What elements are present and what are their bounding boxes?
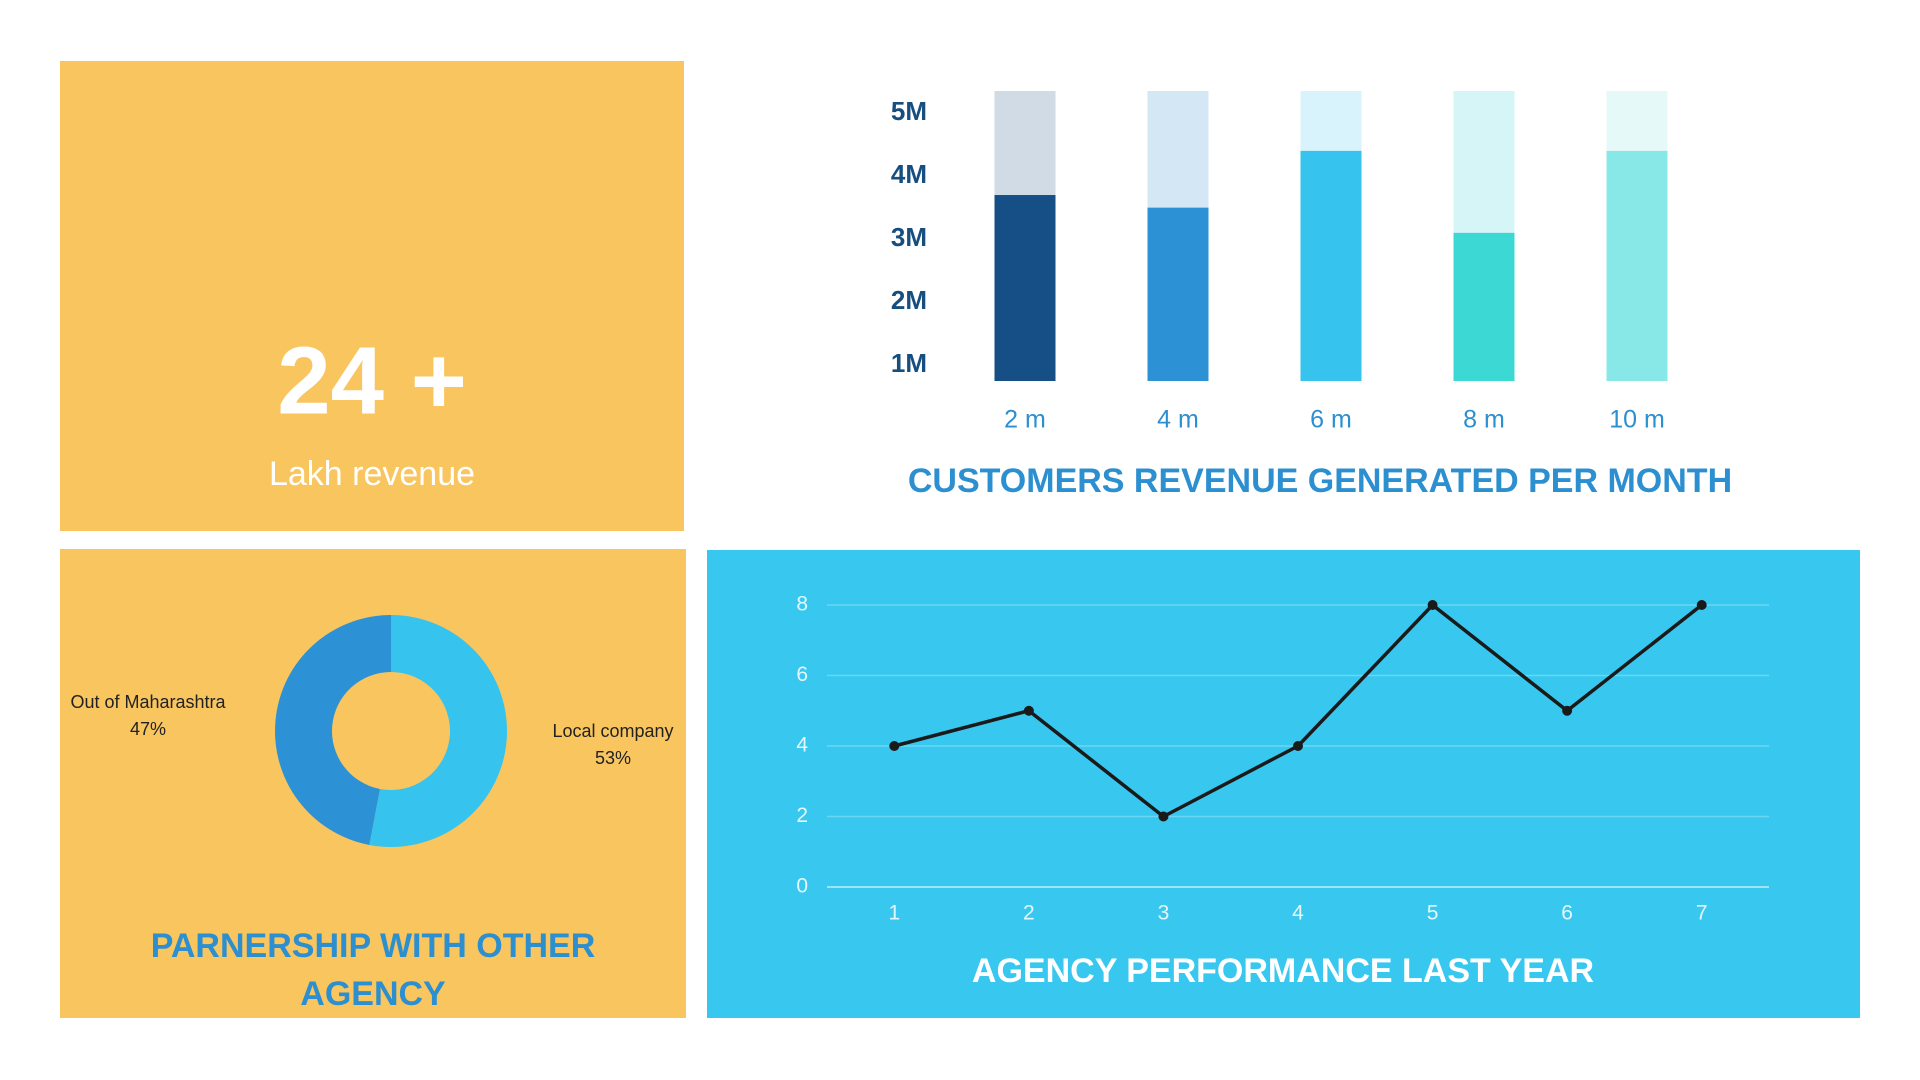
line-point [889, 741, 900, 751]
slice-label: Local company [552, 721, 673, 741]
y-tick-label: 0 [796, 875, 808, 898]
y-tick-label: 8 [796, 593, 808, 616]
line-point [1696, 600, 1707, 610]
y-tick-label: 5M [891, 96, 927, 126]
y-tick-label: 6 [796, 663, 808, 686]
x-tick-label: 2 [1023, 902, 1035, 925]
x-tick-label: 3 [1158, 902, 1170, 925]
x-tick-label: 4 [1292, 902, 1304, 925]
pie-slice [369, 615, 507, 847]
pie-slice [274, 615, 391, 845]
slice-value-label: 53% [595, 748, 631, 768]
stat-value: 24 + [277, 327, 467, 434]
slice-value-label: 47% [130, 719, 166, 739]
slice-label: Out of Maharashtra [70, 692, 226, 712]
bar [1453, 232, 1515, 381]
line-point [1427, 600, 1438, 610]
line-point [1023, 705, 1034, 716]
y-tick-label: 2M [891, 285, 927, 315]
x-tick-label: 10 m [1609, 406, 1665, 434]
y-tick-label: 4M [891, 159, 927, 189]
x-tick-label: 6 m [1310, 406, 1352, 434]
bar [1147, 207, 1209, 381]
bar [1606, 150, 1668, 381]
x-tick-label: 4 m [1157, 406, 1199, 434]
y-tick-label: 3M [891, 222, 927, 252]
line-point [1293, 741, 1303, 751]
y-tick-label: 4 [796, 734, 808, 757]
line-chart-title: AGENCY PERFORMANCE LAST YEAR [972, 952, 1594, 990]
y-tick-label: 1M [891, 348, 927, 378]
x-tick-label: 8 m [1463, 406, 1505, 434]
x-tick-label: 7 [1696, 902, 1708, 925]
line-point [1158, 811, 1169, 822]
x-tick-label: 2 m [1004, 406, 1046, 434]
stat-label: Lakh revenue [269, 455, 475, 493]
bar-chart-title: CUSTOMERS REVENUE GENERATED PER MONTH [908, 462, 1732, 500]
bar [1300, 150, 1362, 381]
x-tick-label: 1 [888, 902, 900, 925]
bar [994, 195, 1056, 381]
x-tick-label: 6 [1561, 902, 1573, 925]
line-point [1562, 705, 1573, 716]
y-tick-label: 2 [796, 804, 808, 827]
pie-chart-title: PARNERSHIP WITH OTHER AGENCY [150, 927, 596, 1013]
line-card [707, 550, 1860, 1018]
x-tick-label: 5 [1427, 902, 1439, 925]
stat-card [60, 61, 684, 531]
